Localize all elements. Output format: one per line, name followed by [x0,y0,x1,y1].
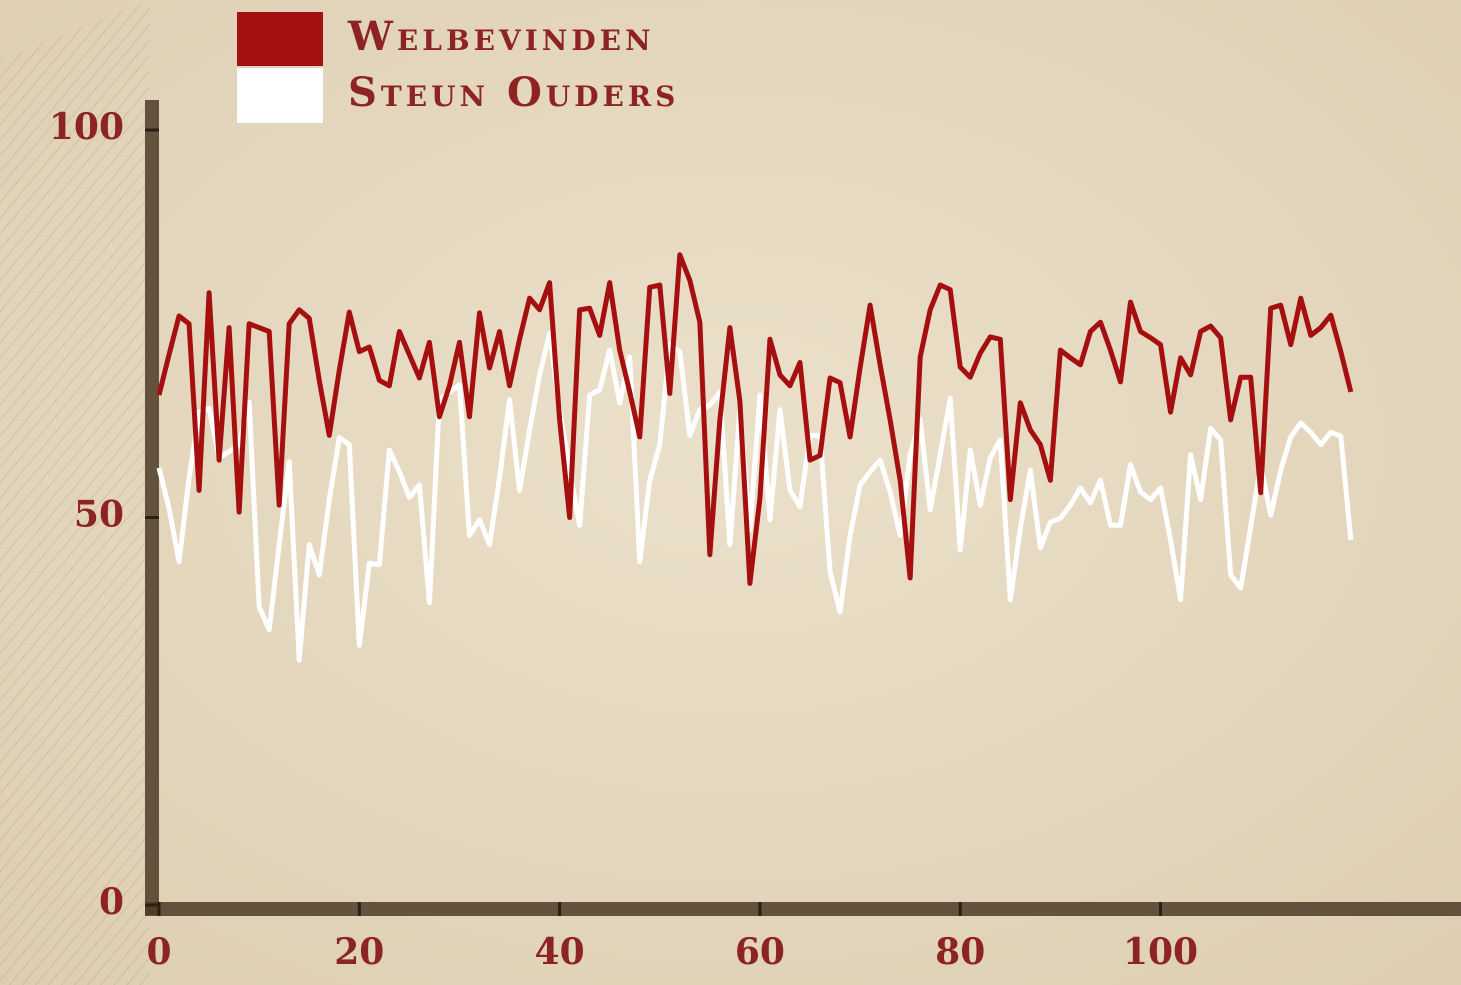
x-tick-label: 0 [146,931,171,973]
y-tick-label: 100 [49,106,124,148]
legend-swatch [237,68,323,123]
series-line [156,252,1354,586]
legend-swatch [237,12,323,66]
y-axis-line [145,100,159,915]
x-tick-label: 60 [735,931,785,973]
y-tick-label: 0 [99,881,124,923]
series-line [156,330,1354,663]
x-tick-label: 20 [334,931,384,973]
legend-label: Welbevinden [347,13,655,60]
x-tick-label: 80 [935,931,985,973]
x-axis-line [145,902,1461,916]
y-tick-label: 50 [74,494,124,536]
legend-label: Steun Ouders [348,69,679,116]
x-tick-label: 40 [535,931,585,973]
x-tick-label: 100 [1123,931,1198,973]
sketch-hatching [0,0,150,985]
